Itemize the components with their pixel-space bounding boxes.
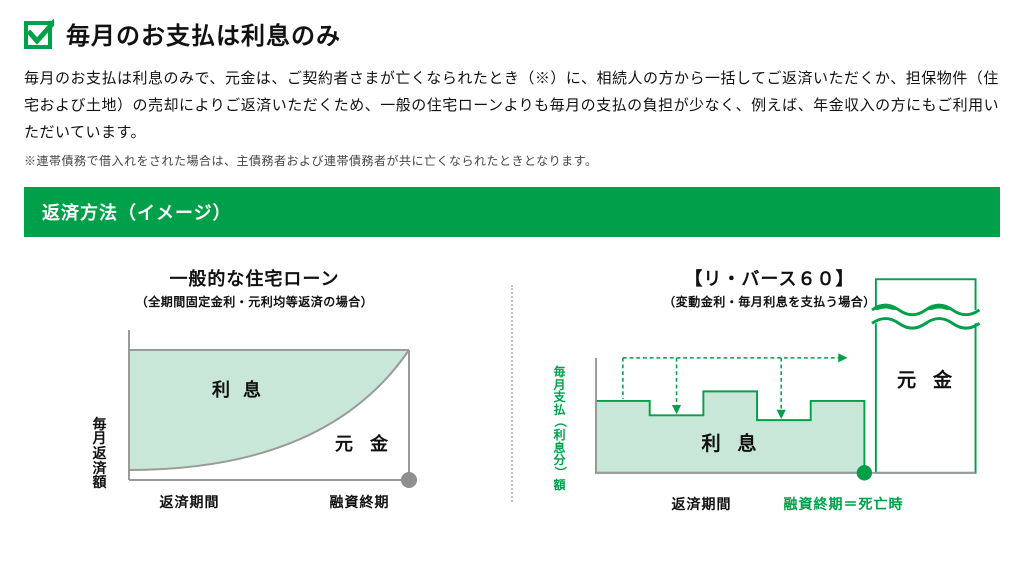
footnote: ※連帯債務で借入れをされた場合は、主債務者および連帯債務者が共に亡くなられたとき…: [24, 152, 1000, 169]
section-title-bar: 返済方法（イメージ）: [24, 187, 1000, 237]
y-axis-label: 毎月支払（利息分）額: [553, 366, 567, 492]
chart-svg: 利 息 元 金: [576, 262, 986, 492]
chart-svg: 利 息元 金: [117, 320, 417, 490]
chart-standard-loan: 一般的な住宅ローン （全期間固定金利・元利均等返済の場合） 毎月返済額 利 息元…: [24, 265, 485, 512]
chart-reverse60: 【リ・バース６０】 （変動金利・毎月利息を支払う場合） 毎月支払（利息分）額 利…: [539, 265, 1000, 514]
x-end-label: 融資終期: [330, 492, 390, 512]
page-heading: 毎月のお支払は利息のみ: [66, 16, 341, 51]
vertical-divider: [511, 285, 513, 502]
x-axis-label: 返済期間: [160, 492, 220, 512]
chart-title: 一般的な住宅ローン: [24, 265, 485, 291]
svg-text:利 息: 利 息: [212, 379, 265, 400]
svg-text:元 金: 元 金: [335, 433, 394, 454]
charts-row: 一般的な住宅ローン （全期間固定金利・元利均等返済の場合） 毎月返済額 利 息元…: [24, 265, 1000, 514]
svg-text:元 金: 元 金: [896, 369, 957, 392]
check-icon: [24, 19, 54, 49]
svg-text:利 息: 利 息: [701, 432, 762, 455]
heading-row: 毎月のお支払は利息のみ: [24, 16, 1000, 51]
chart-subtitle: （全期間固定金利・元利均等返済の場合）: [24, 293, 485, 310]
x-end-label: 融資終期＝死亡時: [784, 494, 904, 514]
x-axis-label: 返済期間: [672, 494, 732, 514]
y-axis-label: 毎月返済額: [93, 417, 109, 490]
body-paragraph: 毎月のお支払は利息のみで、元金は、ご契約者さまが亡くなられたとき（※）に、相続人…: [24, 65, 1000, 146]
